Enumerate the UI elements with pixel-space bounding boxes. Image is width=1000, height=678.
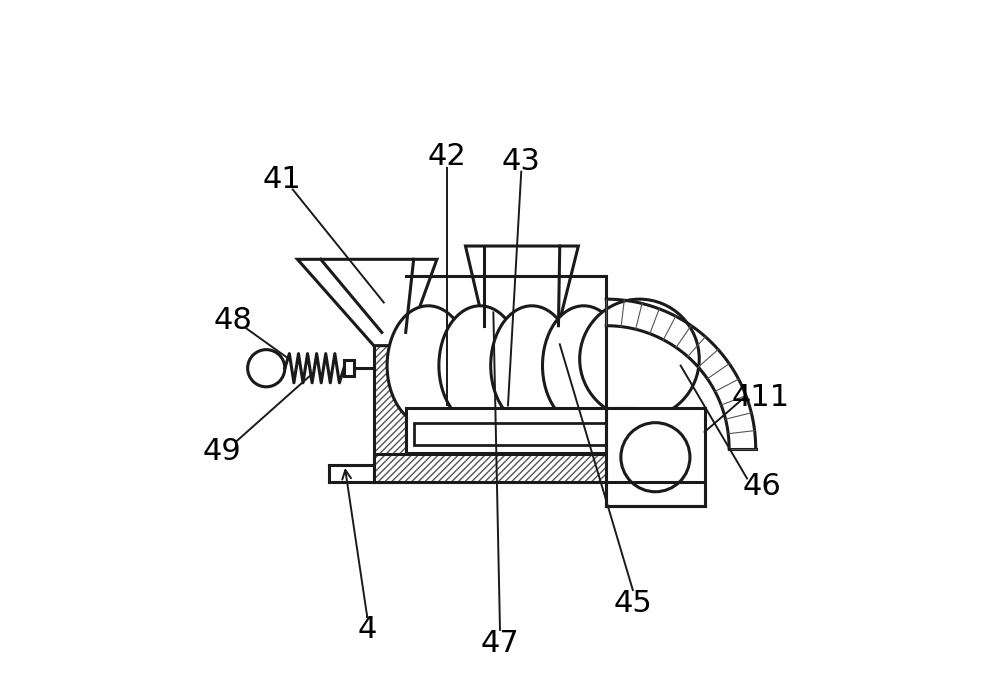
Text: 48: 48 [214,306,252,335]
Text: 47: 47 [481,629,519,658]
Text: 411: 411 [731,383,789,412]
Circle shape [621,422,690,492]
Ellipse shape [491,306,573,425]
Bar [374,454,659,482]
Bar [344,360,354,376]
Ellipse shape [543,306,625,425]
Bar [606,408,705,506]
Text: 42: 42 [427,142,466,171]
Bar [374,276,406,482]
Polygon shape [465,246,578,325]
Bar [374,276,406,482]
Text: 4: 4 [357,616,377,644]
Text: 49: 49 [203,437,242,466]
Text: 46: 46 [743,472,782,501]
Bar [484,325,656,346]
Ellipse shape [387,306,469,425]
Ellipse shape [439,306,521,425]
Bar [406,408,633,453]
Text: 43: 43 [502,146,541,176]
Bar [414,422,625,445]
Circle shape [580,299,699,419]
Circle shape [248,350,285,387]
Text: 41: 41 [263,165,302,194]
Polygon shape [297,259,437,346]
Bar [374,454,659,482]
Bar [484,325,656,346]
Text: 45: 45 [613,589,652,618]
